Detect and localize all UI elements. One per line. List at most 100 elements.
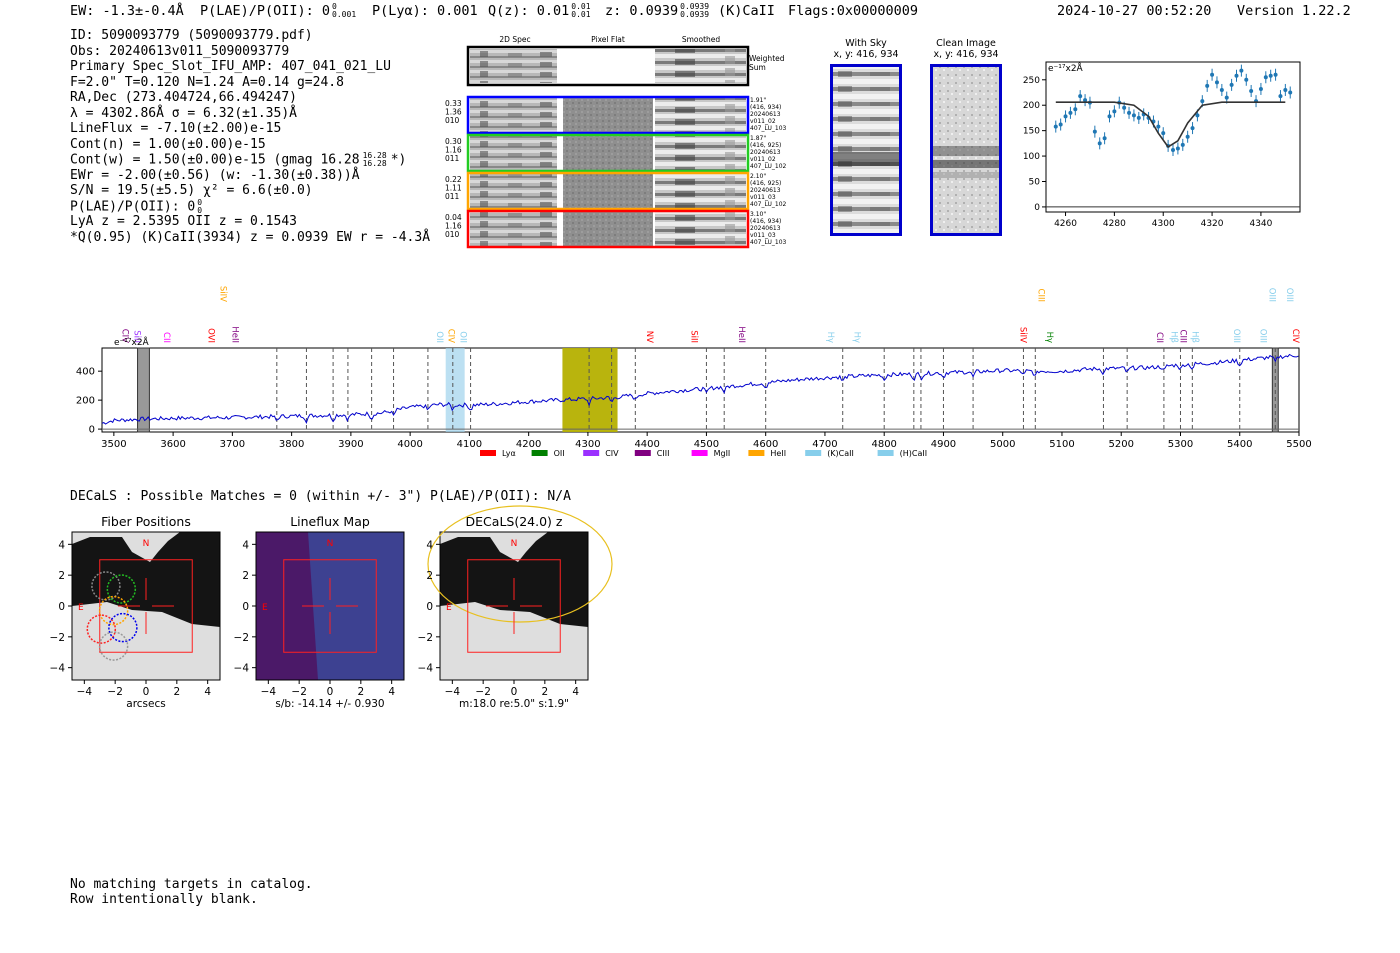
spectrum-xtick-label: 5400 [1227, 439, 1252, 450]
spectrum-xtick-label: 5500 [1286, 439, 1311, 450]
cutout-right-label: 20240613 [750, 111, 781, 118]
decals-xtick-label: 4 [572, 686, 579, 698]
line-fit-xtick-label: 4260 [1054, 219, 1077, 229]
spectrum-xtick-label: 3800 [279, 439, 304, 450]
cutout-right-label: 3.10" [750, 211, 766, 218]
decals-search-box [467, 559, 561, 653]
line-fit-point [1083, 98, 1088, 103]
decals-xtick-label: 2 [541, 686, 548, 698]
decals-ytick-label: 2 [242, 570, 249, 582]
line-fit-point [1131, 113, 1136, 118]
clean-image-coords: x, y: 416, 934 [933, 49, 999, 60]
line-fit-point [1171, 147, 1175, 152]
header-line-id: (K)CaII [718, 3, 775, 19]
cutout-right-label: 2.10" [750, 173, 766, 180]
header-timestamp: 2024-10-27 00:52:20 [1057, 3, 1212, 19]
line-fit-point [1283, 87, 1288, 92]
cutout-row-border [466, 171, 750, 211]
spectrum-masked-region [137, 347, 150, 433]
line-fit-xtick-label: 4320 [1201, 219, 1224, 229]
decals-ytick-label: −2 [50, 632, 65, 644]
line-fit-point [1219, 87, 1224, 92]
spectrum-frame [101, 347, 1300, 433]
lineflux-map-low-region [256, 532, 318, 680]
spectrum-line-id-label: OIII [1266, 288, 1276, 302]
cutout-left-label: 0.30 [445, 137, 462, 146]
header-qz: Q(z): 0.01 0.01 0.01 [488, 2, 591, 20]
decals-xtick-label: 4 [388, 686, 395, 698]
cutout-left-label: 1.11 [445, 184, 462, 193]
cutout-right-label: v011_03 [750, 232, 776, 239]
spectrum-line-id-label: HeII [229, 326, 239, 343]
info-radec: RA,Dec (273.404724,66.494247) [70, 90, 297, 105]
clean-image [930, 64, 1002, 236]
line-fit-ytick-label: 0 [1034, 203, 1040, 213]
decals-panel-title: Lineflux Map [290, 514, 370, 529]
cutout-smooth [655, 98, 746, 132]
spectrum-xtick-label: 4800 [871, 439, 896, 450]
spectrum-line-id-label: CIII [1035, 289, 1045, 302]
line-fit-point [1234, 73, 1239, 78]
spectrum-xtick-label: 4000 [397, 439, 422, 450]
cutout-left-label: 0.22 [445, 175, 462, 184]
info-plae-sub: 0 [197, 205, 203, 215]
legend-swatch [805, 450, 822, 456]
spectrum-line-id-label: CIV [120, 329, 130, 343]
spectra-cutouts: 2D Spec Pixel Flat Smoothed Weighted Sum… [445, 35, 787, 249]
cutout-2d [470, 98, 557, 132]
decals-panel-title: Fiber Positions [101, 514, 191, 529]
info-lambda: λ = 4302.86Å σ = 6.32(±1.35)Å [70, 105, 297, 121]
compass-n-label: N [143, 539, 150, 549]
line-fit-point [1249, 88, 1254, 93]
line-fit-point [1273, 72, 1278, 77]
legend-label: Lyα [502, 449, 516, 458]
line-fit-point [1210, 72, 1215, 77]
cutout-smooth [655, 174, 746, 208]
line-fit-unit: e⁻¹⁷x2Å [1048, 62, 1084, 74]
line-fit-point [1185, 134, 1190, 139]
spectrum-xtick-label: 4300 [575, 439, 600, 450]
line-fit-xtick-label: 4340 [1249, 219, 1272, 229]
cutout-right-label: 407_LU_102 [750, 201, 787, 208]
sum-label: Sum [749, 63, 766, 72]
spectrum-line-id-label: Hβ [1189, 331, 1199, 343]
legend-label: (H)CaII [900, 449, 927, 458]
with-sky-image [830, 64, 902, 236]
line-fit-point [1195, 113, 1200, 118]
info-params: F=2.0" T=0.120 N=1.24 A=0.14 g=24.8 [70, 74, 344, 90]
line-fit-point [1122, 105, 1127, 110]
decals-xtick-label: −4 [445, 686, 461, 698]
line-fit-point [1161, 131, 1166, 136]
cutout-left-label: 1.16 [445, 146, 462, 155]
spectrum-line-id-label: HeII [736, 326, 746, 343]
cutout-row-border [466, 133, 750, 173]
col-2d-title: 2D Spec [499, 35, 530, 44]
cutout-right-label: 20240613 [750, 225, 781, 232]
line-fit-ytick-label: 150 [1023, 127, 1040, 137]
compass-n-label: N [327, 539, 334, 549]
decals-ytick-label: −2 [234, 632, 249, 644]
decals-panel-xlabel: arcsecs [126, 698, 165, 710]
line-fit-point [1244, 77, 1249, 82]
line-fit-point [1073, 107, 1078, 112]
decals-ytick-label: −4 [418, 663, 434, 675]
line-fit-point [1268, 73, 1273, 78]
info-contw-sup: 16.28 [362, 151, 387, 160]
info-plae-sup: 0 [197, 197, 203, 207]
decals-ytick-label: 4 [242, 539, 249, 551]
decals-search-box [283, 559, 377, 653]
spectrum-line-id-label: SiIV [1017, 327, 1027, 343]
cutout-right-label: (416, 925) [750, 180, 781, 187]
line-fit-xtick-label: 4300 [1152, 219, 1175, 229]
compass-e-label: E [78, 603, 84, 613]
line-fit-ytick-label: 50 [1029, 177, 1041, 187]
legend-label: MgII [714, 449, 731, 458]
spectrum-line-id-label: OVI [206, 328, 216, 343]
cutout-right-label: 1.87" [750, 135, 766, 142]
spectrum-highlight-region [562, 348, 618, 432]
line-fit-ytick-label: 100 [1023, 152, 1040, 162]
cutout-smooth [655, 136, 746, 170]
